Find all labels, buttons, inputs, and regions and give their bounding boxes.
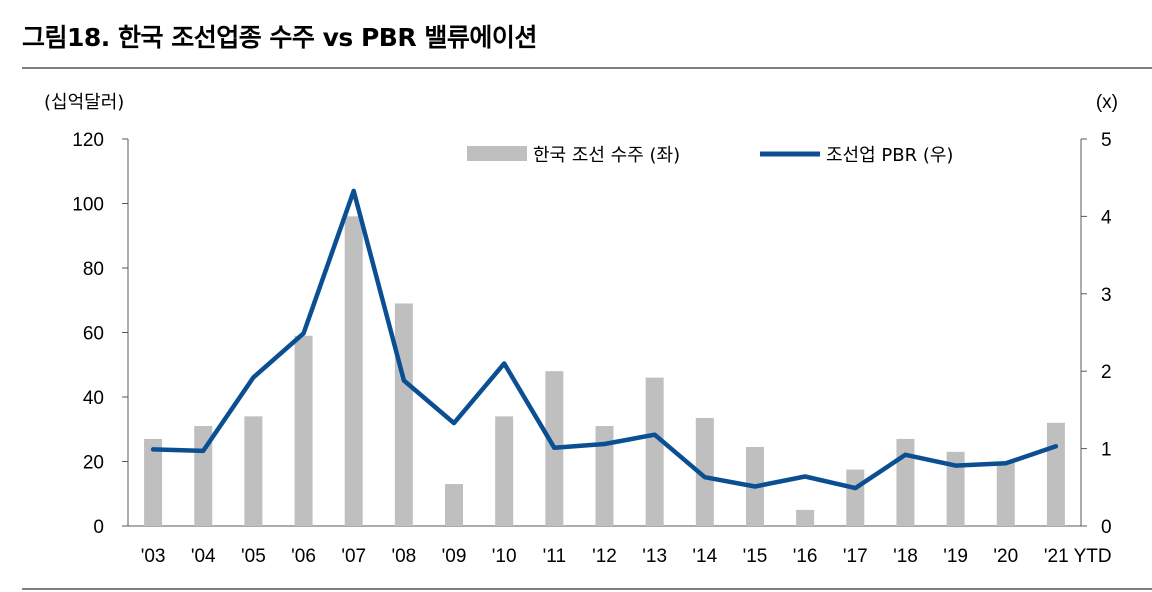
x-tick-label: '04: [191, 546, 216, 567]
bar: [896, 438, 915, 526]
bar: [695, 417, 714, 526]
left-tick-label: 60: [83, 324, 104, 345]
x-tick-label: '17: [843, 546, 868, 567]
left-axis-unit-label: (십억달러): [44, 92, 124, 113]
x-tick-label: '13: [642, 546, 667, 567]
right-tick-label: 5: [1101, 130, 1112, 151]
figure-title: 그림18. 한국 조선업종 수주 vs PBR 밸류에이션: [22, 23, 537, 52]
bar: [846, 469, 865, 526]
right-tick-label: 4: [1101, 207, 1112, 228]
x-tick-label: '05: [241, 546, 266, 567]
bar: [1046, 422, 1065, 526]
left-axis-ticks: 0 20 40 60 80 100 120: [72, 130, 128, 538]
right-tick-label: 1: [1101, 440, 1112, 461]
legend-bar-label: 한국 조선 수주 (좌): [533, 145, 680, 166]
x-tick-label: '18: [893, 546, 918, 567]
right-axis-ticks: 0 1 2 3 4 5: [1081, 130, 1112, 538]
line-series: [150, 188, 1059, 491]
legend-line-label: 조선업 PBR (우): [826, 145, 953, 166]
left-tick-label: 0: [93, 517, 104, 538]
x-tick-label: '11: [543, 546, 566, 567]
right-tick-label: 2: [1101, 362, 1112, 383]
x-tick-label: '12: [592, 546, 617, 567]
bar: [595, 426, 614, 526]
x-axis-ticks: '03 '04 '05 '06 '07 '08 '09 '10 '11 '12 '13 '14 '15 '…: [141, 546, 1112, 567]
bar: [996, 461, 1015, 526]
legend: 한국 조선 수주 (좌) 조선업 PBR (우): [467, 145, 953, 166]
left-tick-label: 40: [83, 388, 104, 409]
bar: [946, 451, 965, 526]
left-tick-label: 120: [72, 130, 104, 151]
x-tick-label: '09: [442, 546, 467, 567]
bar: [144, 438, 163, 526]
x-tick-label: '20: [993, 546, 1018, 567]
x-tick-label: '08: [391, 546, 416, 567]
right-tick-label: 3: [1101, 285, 1112, 306]
right-axis-unit-label: (x): [1096, 92, 1118, 113]
bar: [244, 416, 263, 526]
x-tick-label: '16: [793, 546, 818, 567]
legend-bar-swatch: [467, 146, 527, 161]
bar: [445, 484, 464, 526]
bar: [796, 509, 815, 526]
bar: [294, 335, 313, 526]
left-tick-label: 100: [72, 195, 104, 216]
x-tick-label: '10: [492, 546, 517, 567]
left-tick-label: 80: [83, 259, 104, 280]
pbr-line: [150, 188, 1059, 491]
x-tick-label: '15: [743, 546, 768, 567]
bar: [344, 216, 363, 526]
x-tick-label: '06: [291, 546, 316, 567]
x-tick-label: '14: [692, 546, 717, 567]
x-tick-label: '19: [943, 546, 968, 567]
right-tick-label: 0: [1101, 517, 1112, 538]
bar: [394, 303, 413, 526]
bar-series: [144, 216, 1065, 526]
x-tick-label: '03: [141, 546, 166, 567]
x-tick-label: '21 YTD: [1044, 546, 1112, 567]
top-divider: [22, 67, 1152, 69]
bar: [645, 377, 664, 526]
x-tick-label: '07: [341, 546, 366, 567]
bottom-divider: [22, 588, 1152, 590]
left-tick-label: 20: [83, 453, 104, 474]
bar: [495, 416, 514, 526]
